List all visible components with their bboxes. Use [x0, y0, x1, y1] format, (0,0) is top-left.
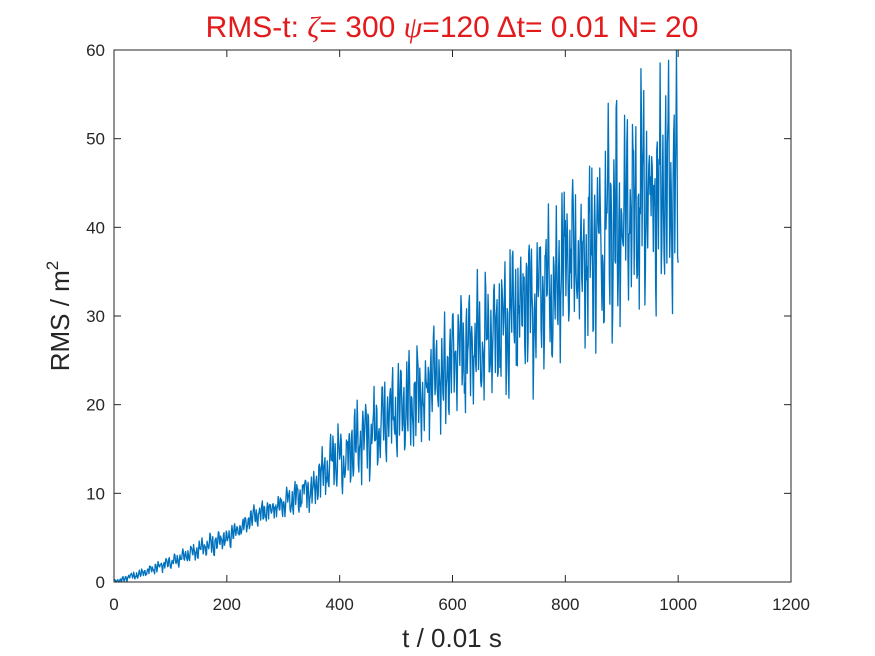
title-psi-value: =120: [422, 11, 496, 44]
x-axis-label: t / 0.01 s: [402, 623, 502, 653]
y-tick-label: 40: [86, 218, 105, 237]
x-tick-label: 800: [551, 595, 579, 614]
series-layer: [113, 49, 679, 583]
y-tick-label: 10: [86, 484, 105, 503]
title-psi-symbol: ψ: [404, 11, 424, 44]
title-zeta-symbol: ζ: [307, 11, 321, 44]
y-axis-label-superscript: 2: [43, 261, 62, 270]
y-tick-label: 30: [86, 307, 105, 326]
plot-frame: [113, 49, 792, 583]
y-axis-label: RMS / m2: [43, 261, 75, 372]
chart-title: RMS-t: ζ= 300 ψ=120 Δt= 0.01 N= 20: [206, 11, 699, 44]
y-tick-label: 20: [86, 396, 105, 415]
y-tick-label: 60: [86, 41, 105, 60]
y-tick-label: 0: [96, 573, 105, 592]
rms-series-line: [113, 49, 679, 583]
x-tick-label: 600: [438, 595, 466, 614]
title-prefix: RMS-t:: [206, 11, 308, 44]
y-axis-label-main: RMS / m: [45, 270, 75, 371]
title-zeta-value: = 300: [319, 11, 403, 44]
x-tick-label: 1000: [659, 595, 697, 614]
title-delta-symbol: Δ: [497, 11, 517, 44]
x-tick-label: 0: [109, 595, 118, 614]
ticks-layer: 0 200 400 600 800 1000 1200 0 10 20 30 40 50 60: [86, 41, 810, 614]
y-tick-label: 50: [86, 130, 105, 149]
x-tick-label: 200: [213, 595, 241, 614]
x-tick-label: 400: [325, 595, 353, 614]
x-tick-label: 1200: [772, 595, 810, 614]
title-dt-n-values: t= 0.01 N= 20: [517, 11, 699, 44]
